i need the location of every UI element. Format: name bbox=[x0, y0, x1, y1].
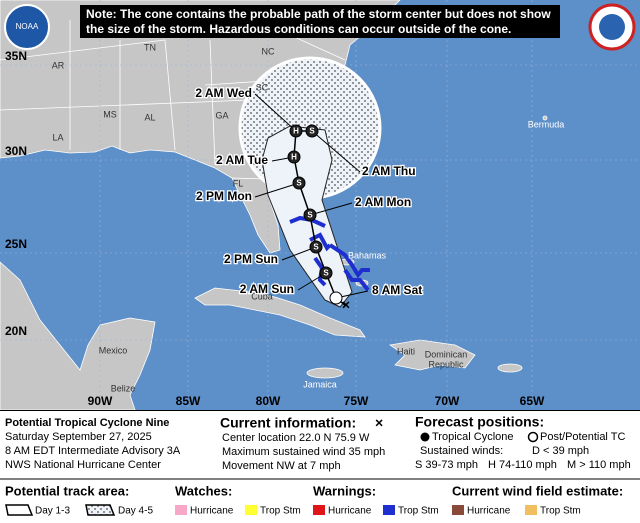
legend-text: H 74-110 mph bbox=[488, 459, 557, 471]
place-label: MS bbox=[103, 109, 117, 119]
legend-title: Potential track area: bbox=[5, 483, 129, 498]
point-time: 2 PM Sun bbox=[224, 252, 278, 266]
legend-text: Hurricane bbox=[190, 506, 234, 517]
lat-label: 20N bbox=[5, 324, 27, 338]
point-time: 2 AM Wed bbox=[195, 86, 252, 100]
lat-label: 25N bbox=[5, 237, 27, 251]
logo-text: NOAA bbox=[16, 22, 39, 31]
place-label: AL bbox=[144, 112, 155, 122]
forecast-point bbox=[303, 208, 317, 222]
storm-info: NWS National Hurricane Center bbox=[5, 459, 161, 471]
lon-label: 65W bbox=[520, 394, 545, 408]
current-line: Maximum sustained wind 35 mph bbox=[222, 446, 385, 458]
nws-logo-inner bbox=[599, 14, 625, 40]
place-label: Cuba bbox=[251, 291, 273, 301]
legend-title: Watches: bbox=[175, 483, 232, 498]
current-line: Center location 22.0 N 75.9 W bbox=[222, 432, 370, 444]
place-label: Republic bbox=[428, 359, 464, 369]
current-title: Current information: bbox=[220, 415, 356, 431]
forecast-point bbox=[292, 176, 306, 190]
legend-text: Hurricane bbox=[467, 506, 511, 517]
note-text: the size of the storm. Hazardous conditi… bbox=[86, 22, 511, 36]
forecast-point bbox=[329, 291, 343, 305]
place-label: Bahamas bbox=[348, 250, 387, 260]
place-label: Bermuda bbox=[528, 119, 565, 129]
point-time: 2 PM Mon bbox=[196, 189, 252, 203]
current-marker: × bbox=[375, 415, 383, 431]
place-label: SC bbox=[256, 82, 269, 92]
point-symbol: H bbox=[291, 153, 297, 162]
legend-title: Warnings: bbox=[313, 483, 376, 498]
storm-info: Potential Tropical Cyclone Nine bbox=[5, 417, 169, 429]
point-symbol: S bbox=[307, 211, 313, 220]
note-box bbox=[80, 5, 560, 38]
place-label: LA bbox=[52, 132, 63, 142]
legend-symbols bbox=[5, 431, 539, 516]
forecast-point bbox=[305, 124, 319, 138]
legend-text: Post/Potential TC bbox=[540, 431, 625, 443]
forecast-point bbox=[289, 124, 303, 138]
point-symbol: D bbox=[333, 294, 339, 303]
place-label: FL bbox=[233, 178, 244, 188]
legend-text: Day 1-3 bbox=[35, 506, 70, 517]
storm-info: Saturday September 27, 2025 bbox=[5, 431, 152, 443]
legend-text: Tropical Cyclone bbox=[432, 431, 514, 443]
place-label: Belize bbox=[111, 383, 136, 393]
lon-label: 85W bbox=[176, 394, 201, 408]
legend-title: Current wind field estimate: bbox=[452, 483, 623, 498]
legend-text: M > 110 mph bbox=[567, 459, 631, 471]
place-label: GA bbox=[215, 110, 228, 120]
forecast-point bbox=[287, 150, 301, 164]
point-symbol: S bbox=[323, 269, 329, 278]
lon-label: 70W bbox=[435, 394, 460, 408]
place-label: TN bbox=[144, 42, 156, 52]
place-label: Mexico bbox=[99, 345, 128, 355]
legend-text: Day 4-5 bbox=[118, 506, 153, 517]
legend-text: Hurricane bbox=[328, 506, 372, 517]
note-text: Note: The cone contains the probable pat… bbox=[86, 7, 551, 21]
legend-text: Trop Stm bbox=[260, 506, 301, 517]
legend-text: S 39-73 mph bbox=[415, 459, 478, 471]
forecast-point bbox=[309, 240, 323, 254]
point-time: 2 AM Mon bbox=[355, 195, 411, 209]
noaa-logo bbox=[4, 4, 50, 50]
place-label: NC bbox=[262, 46, 275, 56]
current-line: Movement NW at 7 mph bbox=[222, 460, 341, 472]
point-symbol: H bbox=[293, 127, 299, 136]
legend-text: Trop Stm bbox=[398, 506, 439, 517]
storm-info: 8 AM EDT Intermediate Advisory 3A bbox=[5, 445, 181, 457]
legend-text: D < 39 mph bbox=[532, 445, 589, 457]
place-label: Haiti bbox=[397, 346, 415, 356]
point-time: 8 AM Sat bbox=[372, 283, 422, 297]
forecast-title: Forecast positions: bbox=[415, 414, 544, 430]
lon-label: 80W bbox=[256, 394, 281, 408]
info-panel bbox=[0, 410, 640, 523]
place-label: Dominican bbox=[425, 349, 468, 359]
forecast-point bbox=[319, 266, 333, 280]
point-time: 2 AM Sun bbox=[240, 282, 294, 296]
current-position: × bbox=[342, 297, 350, 313]
point-symbol: S bbox=[313, 243, 319, 252]
point-symbol: S bbox=[296, 179, 302, 188]
point-time: 2 AM Tue bbox=[216, 153, 268, 167]
lat-label: 35N bbox=[5, 49, 27, 63]
lat-label: 30N bbox=[5, 144, 27, 158]
lon-label: 90W bbox=[88, 394, 113, 408]
legend-text: Sustained winds: bbox=[420, 445, 503, 457]
point-symbol: S bbox=[309, 127, 315, 136]
place-label: Jamaica bbox=[303, 379, 337, 389]
point-time: 2 AM Thu bbox=[362, 164, 416, 178]
legend-text: Trop Stm bbox=[540, 506, 581, 517]
lon-label: 75W bbox=[344, 394, 369, 408]
place-label: AR bbox=[52, 60, 65, 70]
